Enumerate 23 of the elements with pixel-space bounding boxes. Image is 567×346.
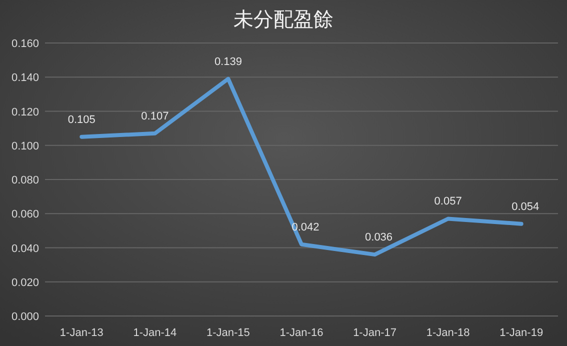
y-tick-label: 0.120 [11,106,39,118]
x-tick-label: 1-Jan-17 [353,327,396,339]
y-tick-label: 0.020 [11,276,39,289]
data-label: 0.054 [512,200,540,213]
y-tick-label: 0.160 [11,38,39,50]
x-tick-label: 1-Jan-14 [133,327,177,339]
x-tick-label: 1-Jan-15 [206,327,250,339]
y-tick-label: 0.000 [11,311,39,323]
y-tick-label: 0.080 [11,174,39,186]
data-label: 0.036 [365,232,393,244]
data-label: 0.107 [141,110,169,122]
x-tick-label: 1-Jan-13 [60,327,104,339]
data-label: 0.139 [214,56,242,68]
y-tick-label: 0.060 [11,208,39,221]
data-label: 0.057 [434,196,462,208]
data-label: 0.105 [68,114,96,126]
x-tick-label: 1-Jan-19 [500,327,544,339]
y-tick-label: 0.100 [11,140,39,152]
chart-title: 未分配盈餘 [234,9,334,31]
y-tick-label: 0.040 [11,242,39,255]
x-tick-label: 1-Jan-16 [280,327,324,339]
x-tick-label: 1-Jan-18 [426,327,470,339]
y-tick-label: 0.140 [11,72,39,84]
